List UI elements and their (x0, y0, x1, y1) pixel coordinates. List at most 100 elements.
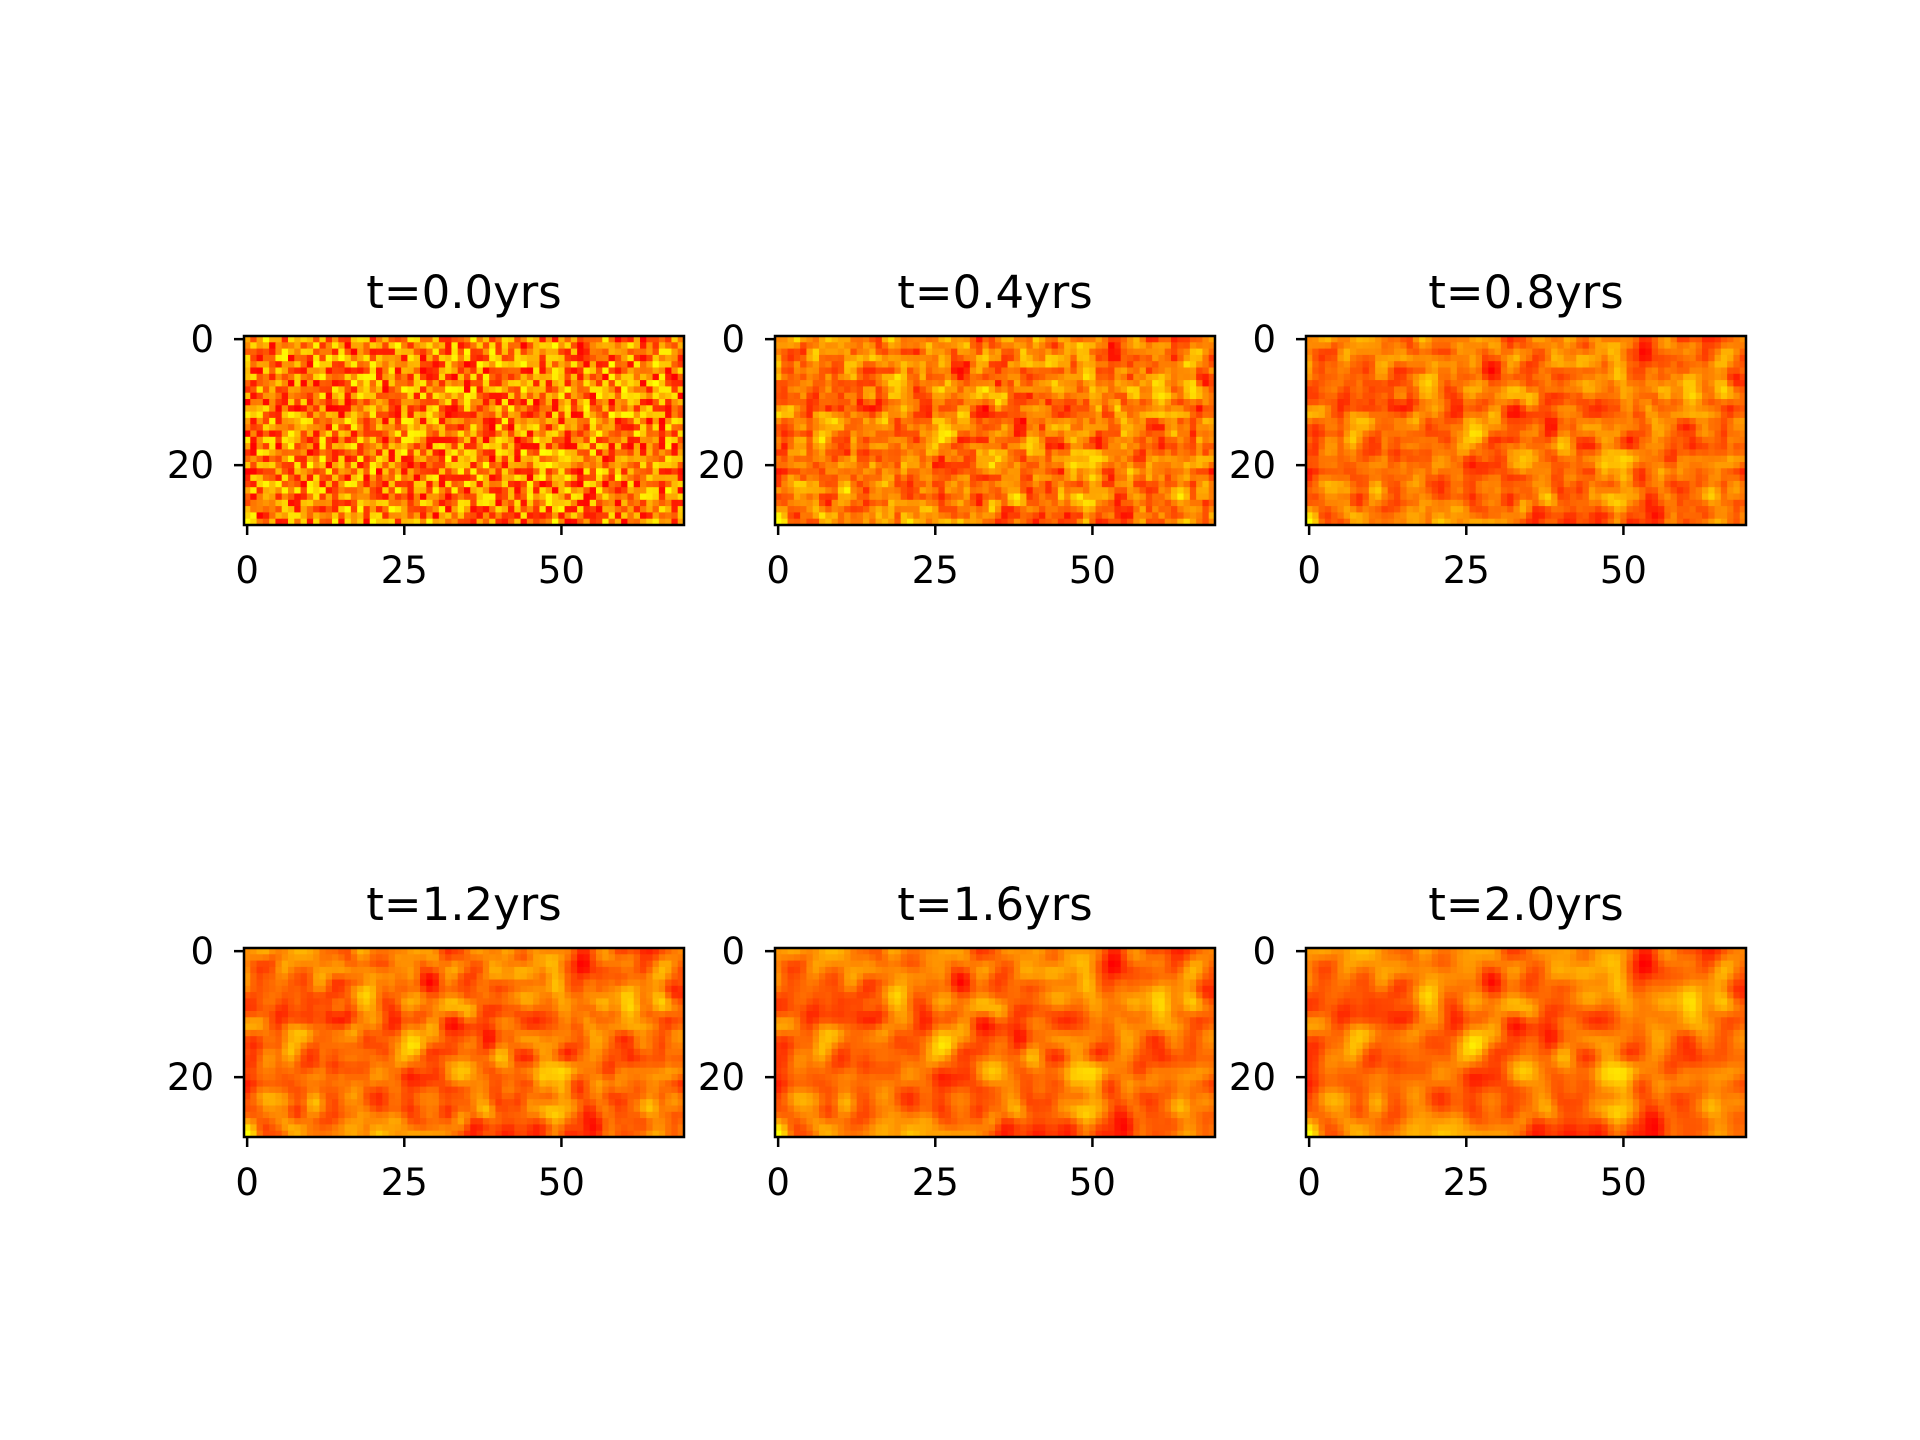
heatmap-cell (881, 399, 889, 406)
heatmap-cell (1702, 342, 1709, 350)
heatmap-cell (1114, 468, 1122, 476)
heatmap-cell (596, 348, 603, 356)
heatmap-cell (800, 449, 808, 457)
heatmap-cell (1488, 386, 1496, 394)
heatmap-cell (344, 487, 352, 495)
heatmap-cell (388, 386, 396, 394)
heatmap-cell (844, 449, 852, 457)
heatmap-cell (1381, 367, 1389, 375)
heatmap-cell (564, 487, 572, 495)
heatmap-cell (394, 449, 402, 457)
heatmap-cell (602, 443, 610, 450)
heatmap-cell (1114, 474, 1122, 482)
heatmap-cell (1645, 373, 1653, 381)
heatmap-cell (1183, 487, 1191, 495)
heatmap-cell (332, 417, 339, 425)
heatmap-cell (1013, 361, 1021, 369)
heatmap-cell (1127, 506, 1134, 513)
heatmap-cell (793, 430, 801, 438)
heatmap-cell (1045, 436, 1053, 444)
heatmap-cell (344, 512, 352, 520)
heatmap-cell (1064, 499, 1072, 507)
heatmap-cell (394, 367, 402, 375)
heatmap-cell (627, 506, 635, 513)
heatmap-cell (875, 506, 883, 513)
heatmap-cell (1076, 499, 1084, 507)
heatmap-cell (837, 336, 845, 343)
heatmap-cell (376, 506, 383, 513)
heatmap-cell (614, 361, 622, 369)
heatmap-cell (1108, 499, 1116, 507)
heatmap-cell (1089, 518, 1097, 526)
heatmap-cell (1164, 506, 1172, 513)
heatmap-cell (900, 348, 908, 356)
heatmap-cell (470, 392, 478, 400)
heatmap-cell (288, 474, 295, 482)
heatmap-cell (1532, 348, 1540, 356)
heatmap-cell (1425, 342, 1433, 350)
heatmap-cell (426, 449, 434, 457)
heatmap-cell (925, 373, 933, 381)
heatmap-cell (325, 455, 333, 463)
heatmap-cell (1089, 436, 1097, 444)
heatmap-cell (1444, 354, 1452, 362)
heatmap-cell (863, 487, 870, 495)
heatmap-cell (363, 405, 371, 413)
heatmap-cell (963, 480, 971, 488)
heatmap-cell (982, 348, 990, 356)
heatmap-cell (1626, 386, 1634, 394)
heatmap-cell (944, 424, 952, 432)
heatmap-cell (577, 342, 585, 350)
heatmap-cell (863, 512, 870, 520)
heatmap-cell (919, 424, 927, 432)
heatmap-cell (825, 462, 833, 469)
heatmap-cell (856, 336, 864, 343)
heatmap-cell (614, 367, 622, 375)
heatmap-cell (1108, 399, 1116, 406)
heatmap-cell (526, 336, 534, 343)
heatmap-cell (250, 455, 258, 463)
heatmap-cell (508, 449, 515, 457)
heatmap-cell (1020, 499, 1028, 507)
heatmap-cell (1089, 348, 1097, 356)
heatmap-cell (608, 424, 616, 432)
heatmap-cell (665, 411, 673, 419)
heatmap-cell (539, 405, 547, 413)
heatmap-cell (869, 342, 877, 350)
heatmap-cell (1089, 392, 1097, 400)
heatmap-cell (306, 512, 314, 520)
heatmap-cell (313, 405, 321, 413)
heatmap-cell (863, 386, 870, 394)
heatmap-cell (627, 348, 635, 356)
heatmap-cell (256, 361, 264, 369)
heatmap-cell (1400, 336, 1408, 343)
heatmap-cell (1139, 487, 1147, 495)
heatmap-cell (671, 367, 679, 375)
heatmap-cell (470, 480, 478, 488)
heatmap-cell (969, 468, 977, 476)
heatmap-cell (451, 399, 459, 406)
heatmap-cell (514, 455, 522, 463)
heatmap-cell (837, 392, 845, 400)
heatmap-cell (526, 430, 534, 438)
heatmap-cell (957, 499, 965, 507)
heatmap-cell (988, 361, 996, 369)
heatmap-cell (793, 380, 801, 387)
heatmap-cell (558, 399, 566, 406)
heatmap-cell (1095, 392, 1103, 400)
heatmap-cell (570, 336, 578, 343)
heatmap-cell (589, 392, 597, 400)
heatmap-cell (819, 367, 826, 375)
heatmap-cell (501, 506, 509, 513)
heatmap-cell (464, 367, 471, 375)
heatmap-cell (1739, 342, 1747, 350)
heatmap-cell (369, 386, 377, 394)
heatmap-cell (357, 336, 365, 343)
heatmap-cell (1202, 380, 1210, 387)
heatmap-cell (1538, 373, 1546, 381)
heatmap-cell (1076, 361, 1084, 369)
heatmap-cell (432, 399, 440, 406)
heatmap-cell (665, 443, 673, 450)
heatmap-cell (451, 436, 459, 444)
heatmap-cell (988, 430, 996, 438)
